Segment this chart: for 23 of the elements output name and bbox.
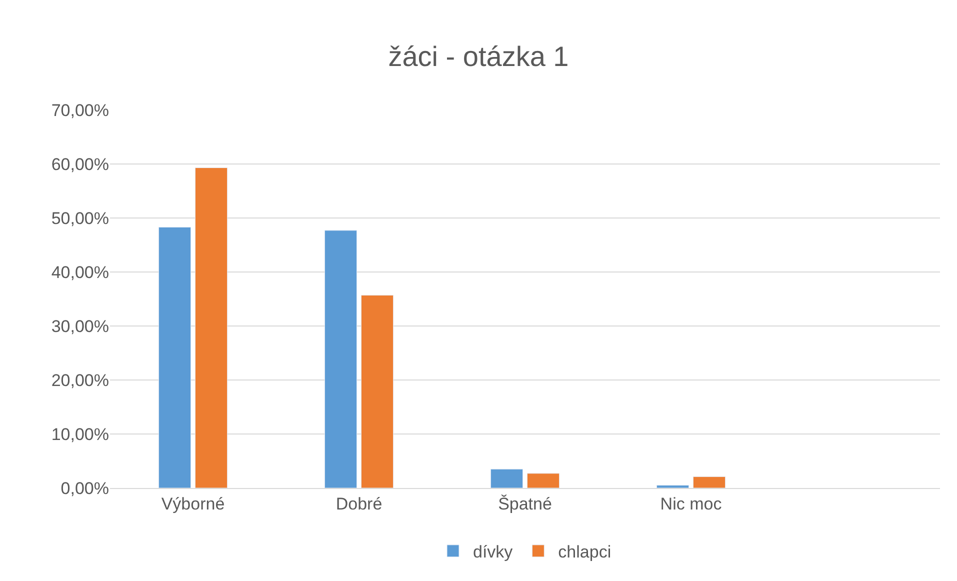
chart-title: žáci - otázka 1 (388, 41, 569, 72)
y-tick-label: 30,00% (51, 316, 109, 336)
legend-label: dívky (473, 542, 514, 562)
bar (490, 468, 524, 488)
y-tick-label: 50,00% (51, 208, 109, 228)
x-tick-label: Nic moc (660, 494, 722, 514)
bar (194, 168, 228, 488)
y-tick-label: 70,00% (51, 100, 109, 120)
bar (360, 294, 394, 488)
y-tick-label: 10,00% (51, 424, 109, 444)
legend-label: chlapci (558, 542, 612, 562)
bar (656, 485, 690, 488)
x-tick-label: Výborné (161, 494, 225, 514)
x-tick-label: Špatné (498, 494, 552, 514)
y-tick-label: 0,00% (60, 478, 109, 498)
bar (324, 230, 358, 488)
y-tick-label: 20,00% (51, 370, 109, 390)
bar (692, 476, 726, 488)
bar (526, 473, 560, 488)
x-tick-label: Dobré (336, 494, 382, 514)
y-tick-label: 60,00% (51, 154, 109, 174)
bar (158, 226, 192, 488)
y-tick-label: 40,00% (51, 262, 109, 282)
